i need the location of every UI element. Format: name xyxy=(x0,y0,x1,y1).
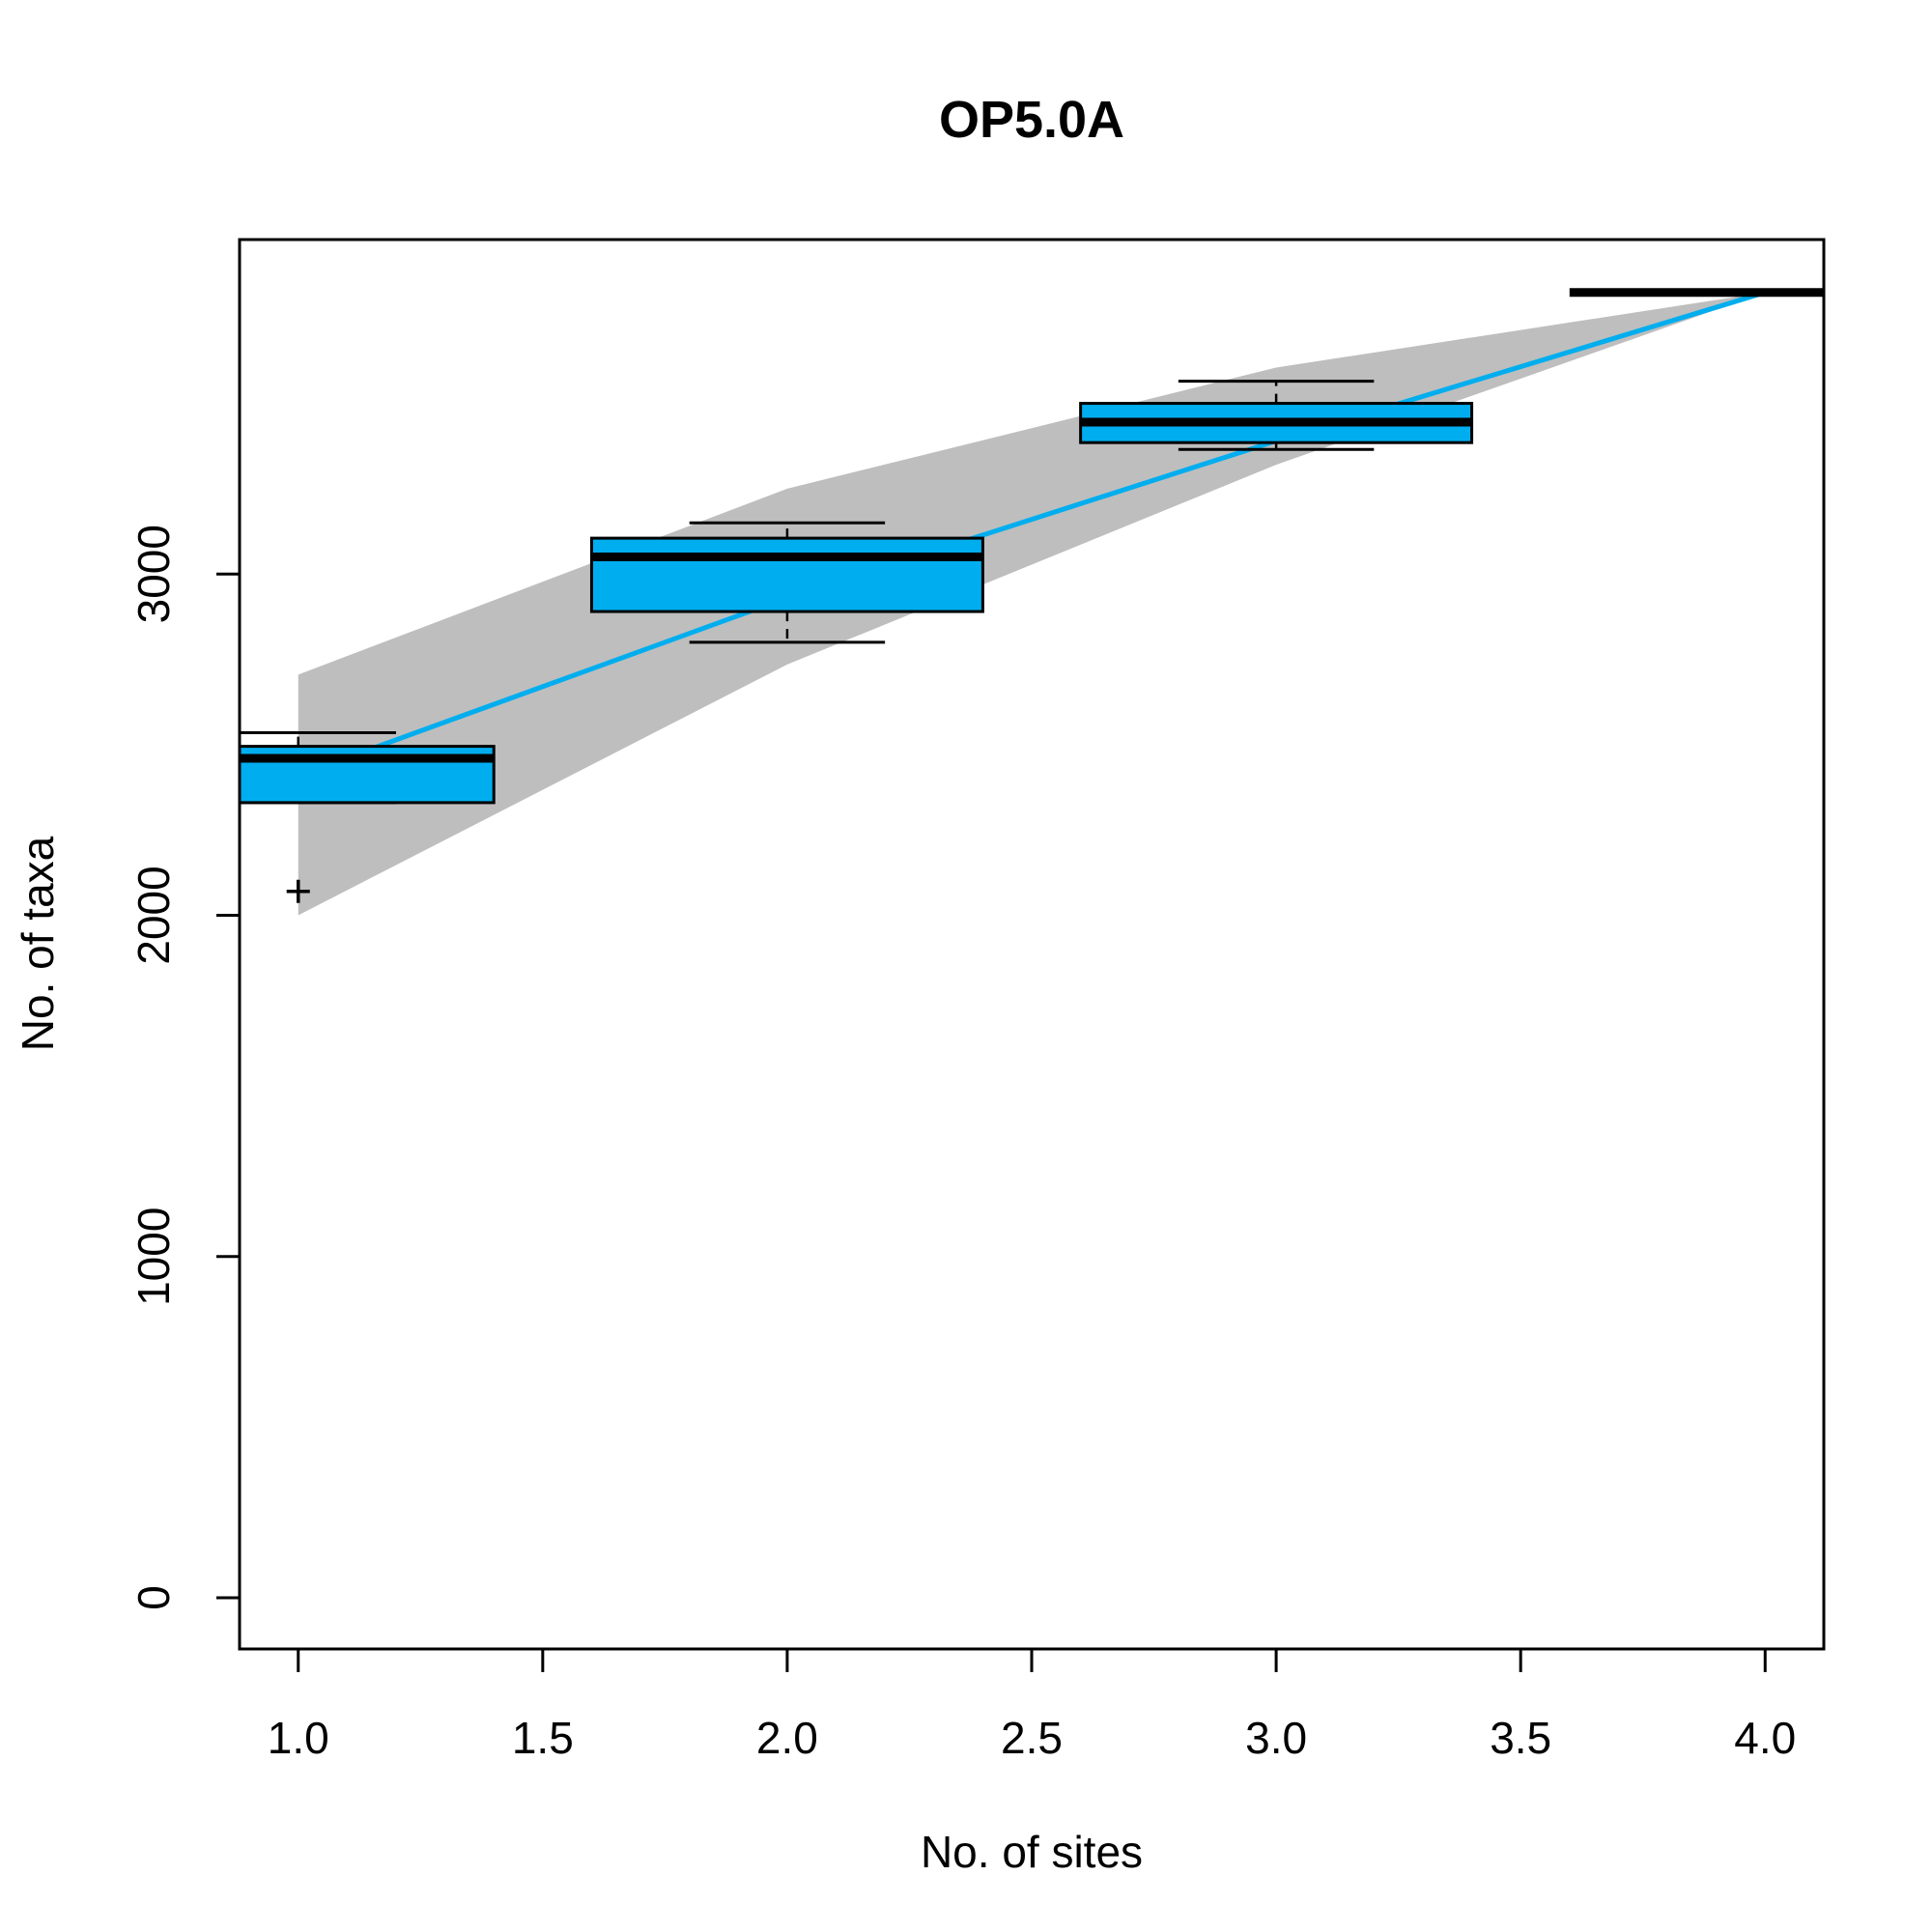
y-axis: 0 1000 2000 3000 xyxy=(128,525,240,1610)
outlier-point xyxy=(286,879,310,903)
y-tick-label: 1000 xyxy=(128,1208,179,1306)
x-tick-label: 3.0 xyxy=(1245,1713,1307,1763)
plot-area xyxy=(240,288,1824,916)
y-axis-label: No. of taxa xyxy=(13,836,63,1051)
box-group-1 xyxy=(240,730,496,903)
x-tick-label: 3.5 xyxy=(1490,1713,1551,1763)
y-tick-label: 0 xyxy=(128,1585,179,1610)
box-group-2 xyxy=(589,521,984,644)
accumulation-curve xyxy=(297,290,1766,778)
x-tick-label: 2.0 xyxy=(756,1713,818,1763)
box-group-3 xyxy=(1079,380,1474,451)
x-tick-label: 2.5 xyxy=(1001,1713,1063,1763)
x-axis-label: No. of sites xyxy=(921,1827,1143,1877)
x-tick-label: 1.0 xyxy=(268,1713,329,1763)
x-axis: 1.0 1.5 2.0 2.5 3.0 3.5 4.0 xyxy=(268,1649,1796,1763)
x-tick-label: 4.0 xyxy=(1734,1713,1796,1763)
x-tick-label: 1.5 xyxy=(512,1713,574,1763)
y-tick-label: 2000 xyxy=(128,866,179,964)
box xyxy=(589,536,984,613)
chart-title: OP5.0A xyxy=(939,91,1124,149)
y-tick-label: 3000 xyxy=(128,525,179,623)
